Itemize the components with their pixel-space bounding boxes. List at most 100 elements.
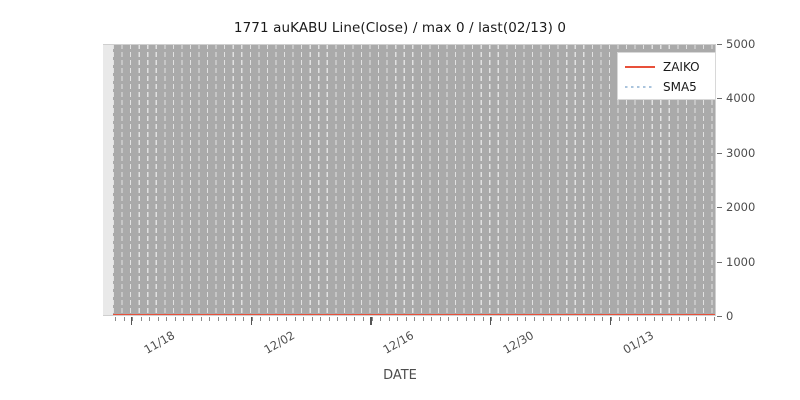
- y-axis-tick: [717, 261, 722, 263]
- x-axis-minor-tick: [277, 317, 279, 321]
- x-axis-major-tick: [250, 317, 253, 325]
- x-axis-minor-tick: [593, 317, 595, 321]
- x-axis-minor-tick: [474, 317, 476, 321]
- x-axis-minor-tick: [234, 317, 236, 321]
- chart-title: 1771 auKABU Line(Close) / max 0 / last(0…: [233, 20, 567, 36]
- x-axis-minor-tick: [337, 317, 339, 321]
- legend-swatch-sma5: [625, 86, 655, 89]
- y-axis-tick: [717, 44, 722, 45]
- x-axis-minor-tick: [217, 317, 219, 321]
- x-axis-minor-tick: [115, 317, 116, 321]
- x-axis-minor-tick: [380, 317, 382, 321]
- x-axis-minor-tick: [551, 317, 553, 321]
- x-axis-minor-tick: [645, 317, 647, 321]
- legend-entry-sma5[interactable]: SMA5: [625, 79, 711, 95]
- x-axis-minor-tick: [414, 317, 416, 321]
- x-axis-minor-tick: [482, 317, 484, 321]
- y-axis-tick-label: 2000: [726, 200, 756, 215]
- x-axis-minor-tick: [491, 317, 493, 321]
- x-axis-minor-tick: [243, 317, 245, 321]
- x-axis-minor-tick: [286, 317, 287, 321]
- plot-area: [103, 44, 716, 316]
- x-axis-minor-tick: [696, 317, 698, 321]
- x-axis-minor-tick: [499, 317, 501, 321]
- x-axis-minor-tick: [140, 317, 142, 321]
- x-axis-minor-tick: [585, 317, 587, 321]
- x-axis-minor-tick: [670, 317, 672, 321]
- x-axis-tick-label: 12/16: [380, 328, 417, 357]
- y-axis-tick: [717, 98, 722, 100]
- x-axis-minor-tick: [542, 317, 544, 321]
- x-axis-tick-label: 01/13: [620, 328, 656, 357]
- x-axis-major-tick: [131, 317, 133, 325]
- x-axis-minor-tick: [311, 317, 313, 321]
- y-axis-tick: [717, 316, 722, 317]
- x-axis-minor-tick: [431, 317, 433, 321]
- x-axis-minor-tick: [422, 317, 424, 321]
- x-axis-minor-tick: [628, 317, 629, 321]
- x-axis-major-tick: [370, 317, 372, 325]
- x-axis-minor-tick: [362, 317, 364, 321]
- x-axis-minor-tick: [191, 317, 193, 321]
- x-axis-label: DATE: [383, 368, 417, 383]
- x-axis-minor-tick: [251, 317, 253, 321]
- x-axis-minor-tick: [602, 317, 604, 321]
- x-axis-minor-tick: [704, 317, 706, 321]
- x-axis-minor-tick: [328, 317, 330, 321]
- x-axis-minor-tick: [533, 317, 535, 321]
- x-axis-minor-tick: [123, 317, 125, 321]
- y-axis-tick-label: 1000: [726, 254, 756, 269]
- plot-left-margin-strip: [103, 44, 113, 316]
- legend-label-sma5: SMA5: [663, 80, 697, 94]
- x-axis-minor-tick: [226, 317, 228, 321]
- x-axis-minor-tick: [525, 317, 527, 321]
- legend-label-zaiko: ZAIKO: [663, 60, 700, 74]
- x-axis-minor-tick: [268, 317, 270, 321]
- x-axis-minor-tick: [174, 317, 176, 321]
- x-axis-minor-tick: [610, 317, 612, 321]
- x-axis-minor-tick: [619, 317, 621, 321]
- x-axis-minor-tick: [397, 317, 399, 321]
- y-axis-tick-label: 5000: [726, 37, 756, 51]
- x-axis-tick-label: 11/18: [141, 328, 178, 357]
- x-axis-tick-label: 12/30: [500, 328, 537, 357]
- x-axis-minor-tick: [132, 317, 134, 321]
- x-axis-tick-label: 12/02: [261, 328, 297, 357]
- x-axis-major-tick: [609, 317, 612, 325]
- x-axis-minor-tick: [439, 317, 441, 321]
- x-axis-minor-tick: [508, 317, 510, 321]
- x-axis-minor-tick: [354, 317, 356, 321]
- x-axis-minor-tick: [465, 317, 467, 321]
- gridline-dash-mask: [113, 44, 716, 316]
- x-axis-minor-tick: [183, 317, 185, 321]
- x-axis-minor-tick: [687, 317, 689, 321]
- x-axis-minor-tick: [662, 317, 664, 321]
- x-axis-major-tick: [490, 317, 492, 325]
- legend-swatch-zaiko: [625, 66, 655, 69]
- x-axis-minor-tick: [568, 317, 570, 321]
- x-axis-minor-tick: [679, 317, 681, 321]
- series-line-zaiko: [113, 313, 716, 316]
- y-axis-tick-label: 4000: [726, 91, 756, 106]
- x-axis-minor-tick: [388, 317, 390, 321]
- x-axis-minor-tick: [345, 317, 347, 321]
- x-axis-minor-tick: [576, 317, 578, 321]
- x-axis-minor-tick: [559, 317, 561, 321]
- x-axis-minor-tick: [653, 317, 655, 321]
- legend-entry-zaiko[interactable]: ZAIKO: [625, 59, 711, 75]
- y-axis-tick: [717, 207, 722, 209]
- x-axis-minor-tick: [209, 317, 211, 321]
- x-axis-minor-tick: [200, 317, 202, 321]
- x-axis-minor-tick: [260, 317, 262, 321]
- x-axis-minor-tick: [294, 317, 296, 321]
- y-axis-tick-label: 3000: [726, 145, 756, 160]
- x-axis-minor-tick: [166, 317, 168, 321]
- x-axis-minor-tick: [320, 317, 322, 321]
- y-axis-tick: [717, 152, 722, 154]
- x-axis-minor-tick: [713, 317, 715, 321]
- x-axis-minor-tick: [371, 317, 373, 321]
- x-axis-minor-tick: [457, 317, 458, 321]
- x-axis-minor-tick: [149, 317, 151, 321]
- chart-legend[interactable]: ZAIKO SMA5: [617, 52, 716, 100]
- x-axis-minor-tick: [303, 317, 305, 321]
